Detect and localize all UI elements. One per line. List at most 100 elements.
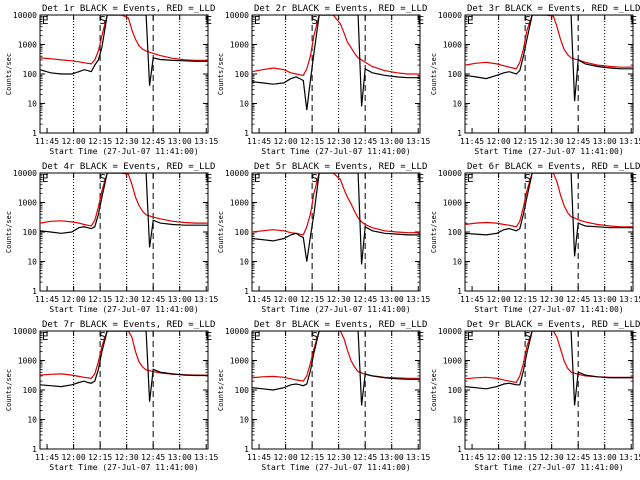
panel-title: Det 9r BLACK = Events, RED =_LLD [467, 320, 640, 330]
region-label: E [42, 330, 49, 343]
events-series-line [465, 173, 633, 257]
region-label: S [524, 330, 531, 343]
x-tick-label: 12:45 [566, 295, 590, 304]
x-tick-label: 12:45 [353, 453, 377, 462]
y-tick-label: 1 [32, 445, 37, 454]
panel-title: Det 5r BLACK = Events, RED =_LLD [254, 162, 427, 172]
x-tick-label: 12:45 [141, 137, 165, 146]
panel-title: Det 1r BLACK = Events, RED =_LLD [42, 4, 215, 14]
y-tick-label: 10000 [438, 11, 462, 20]
x-axis-label: Start Time (27-Jul-07 11:41:00) [261, 147, 410, 156]
x-tick-label: 13:15 [406, 453, 430, 462]
detector-panel: Det 4r BLACK = Events, RED =_LLD 1 10 100 10… [5, 162, 218, 314]
x-tick-label: 12:00 [487, 137, 511, 146]
x-tick-label: 13:15 [194, 453, 218, 462]
y-axis-label: Counts/sec [5, 53, 13, 95]
x-axis-label: Start Time (27-Jul-07 11:41:00) [474, 147, 623, 156]
lld-series-line [252, 173, 420, 236]
region-label: E [254, 14, 261, 27]
region-label: S [311, 172, 318, 185]
panel-title: Det 6r BLACK = Events, RED =_LLD [467, 162, 640, 172]
region-label: E [254, 330, 261, 343]
x-tick-label: 13:00 [168, 453, 192, 462]
x-axis-label: Start Time (27-Jul-07 11:41:00) [261, 463, 410, 472]
x-axis-label: Start Time (27-Jul-07 11:41:00) [474, 305, 623, 314]
region-label: E [42, 14, 49, 27]
x-tick-label: 12:15 [88, 453, 112, 462]
y-tick-label: 1000 [230, 199, 249, 208]
x-tick-label: 12:15 [300, 137, 324, 146]
y-tick-label: 10 [239, 416, 249, 425]
x-tick-label: 11:45 [460, 137, 484, 146]
x-tick-label: 13:15 [194, 137, 218, 146]
x-tick-label: 12:00 [274, 137, 298, 146]
x-tick-label: 12:15 [300, 295, 324, 304]
y-tick-label: 10 [452, 258, 462, 267]
region-label: E [467, 172, 474, 185]
x-tick-label: 12:15 [513, 137, 537, 146]
detector-panel: Det 2r BLACK = Events, RED =_LLD 1 10 100 10… [217, 4, 430, 156]
x-tick-label: 11:45 [247, 453, 271, 462]
y-tick-label: 100 [448, 70, 463, 79]
x-tick-label: 13:00 [380, 453, 404, 462]
detector-panel: Det 9r BLACK = Events, RED =_LLD 1 10 100 10… [430, 320, 640, 472]
x-tick-label: 12:30 [540, 137, 564, 146]
y-tick-label: 10 [452, 100, 462, 109]
events-series-line [252, 173, 420, 265]
y-tick-label: 1000 [230, 357, 249, 366]
lld-series-line [465, 173, 633, 228]
x-tick-label: 12:15 [88, 137, 112, 146]
y-tick-label: 100 [235, 70, 250, 79]
x-tick-label: 11:45 [35, 295, 59, 304]
plot-frame [464, 330, 634, 450]
region-label: E [630, 172, 637, 185]
y-axis-label: Counts/sec [430, 369, 438, 411]
x-axis-label: Start Time (27-Jul-07 11:41:00) [49, 147, 198, 156]
x-tick-label: 12:45 [141, 453, 165, 462]
x-tick-label: 13:15 [406, 295, 430, 304]
y-tick-label: 10 [27, 100, 37, 109]
y-tick-label: 1 [244, 129, 249, 138]
x-tick-label: 11:45 [460, 453, 484, 462]
y-tick-label: 1000 [18, 41, 37, 50]
region-label: S [524, 14, 531, 27]
y-tick-label: 10000 [13, 327, 37, 336]
y-tick-label: 10 [239, 258, 249, 267]
y-axis-label: Counts/sec [217, 53, 225, 95]
y-axis-label: Counts/sec [5, 211, 13, 253]
y-tick-label: 100 [448, 386, 463, 395]
region-label: E [417, 14, 424, 27]
region-label: E [205, 172, 212, 185]
x-tick-label: 13:00 [380, 137, 404, 146]
events-series-line [252, 15, 420, 111]
detector-panel: Det 3r BLACK = Events, RED =_LLD 1 10 100 10… [430, 4, 640, 156]
detector-panel: Det 1r BLACK = Events, RED =_LLD 1 10 100 10… [5, 4, 218, 156]
y-axis-label: Counts/sec [430, 211, 438, 253]
lld-series-line [40, 331, 208, 379]
x-tick-label: 12:00 [274, 453, 298, 462]
x-tick-label: 13:15 [406, 137, 430, 146]
events-series-line [40, 173, 208, 248]
plot-frame [39, 172, 209, 292]
x-tick-label: 11:45 [35, 137, 59, 146]
events-series-line [465, 331, 633, 406]
y-tick-label: 1000 [443, 357, 462, 366]
events-series-line [465, 15, 633, 102]
y-tick-label: 1 [457, 129, 462, 138]
region-label: S [99, 14, 106, 27]
region-label: S [99, 330, 106, 343]
region-label: E [42, 172, 49, 185]
lld-series-line [40, 173, 208, 227]
x-tick-label: 12:45 [141, 295, 165, 304]
region-label: E [417, 330, 424, 343]
y-tick-label: 10000 [13, 169, 37, 178]
x-axis-label: Start Time (27-Jul-07 11:41:00) [49, 463, 198, 472]
plot-frame [39, 330, 209, 450]
region-label: E [205, 330, 212, 343]
y-tick-label: 100 [23, 70, 38, 79]
x-tick-label: 13:00 [593, 137, 617, 146]
x-tick-label: 11:45 [247, 137, 271, 146]
x-tick-label: 13:15 [619, 295, 640, 304]
x-tick-label: 12:15 [88, 295, 112, 304]
